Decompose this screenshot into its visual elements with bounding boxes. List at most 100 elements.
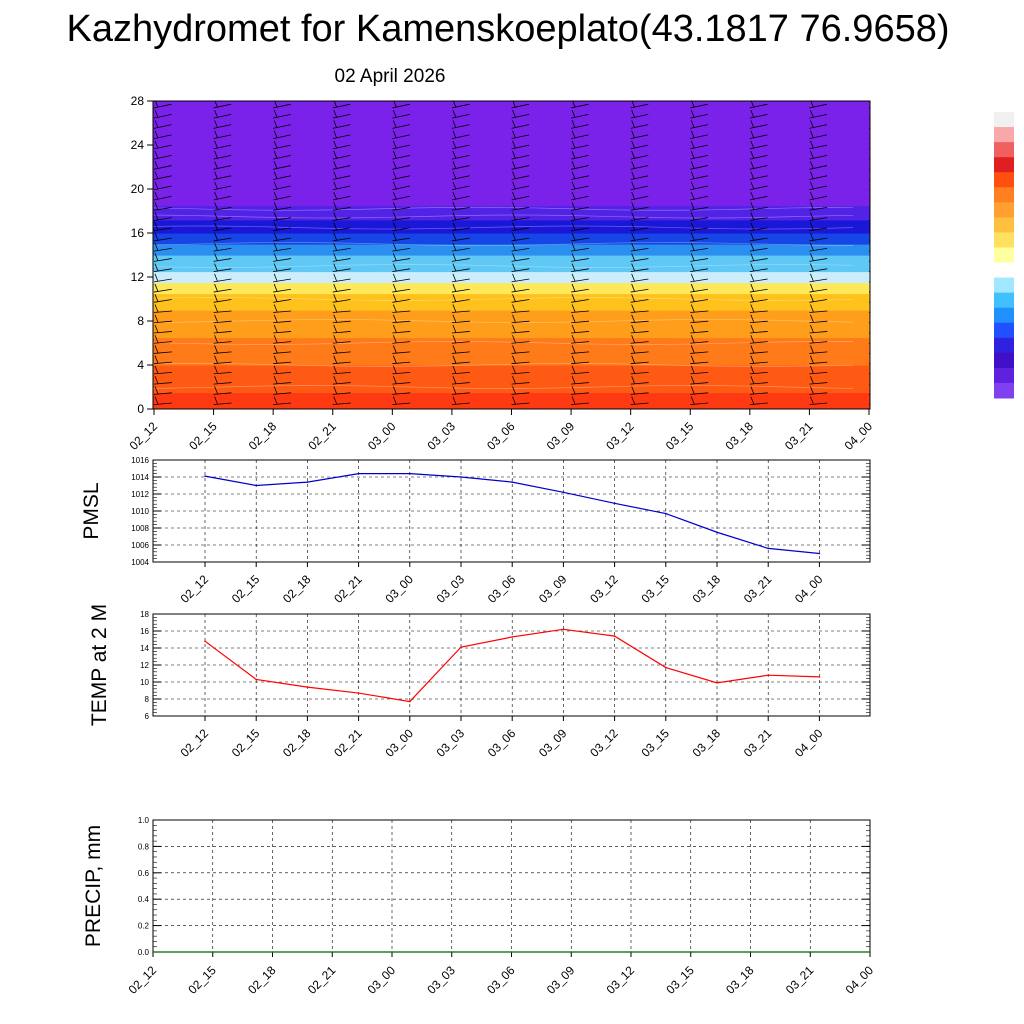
- wind-barb-feather: [273, 110, 278, 118]
- wind-barb: [392, 247, 411, 252]
- wind-barb: [332, 134, 351, 140]
- wind-barb: [273, 402, 292, 405]
- wind-barb: [690, 341, 709, 344]
- wind-barb-feather: [214, 130, 218, 139]
- wind-barb: [332, 361, 351, 365]
- wind-barb-feather: [452, 345, 457, 354]
- wind-barb: [868, 209, 870, 211]
- wind-barb: [809, 237, 828, 242]
- wind-barb: [273, 175, 291, 180]
- wind-barb: [511, 258, 530, 262]
- wind-barb: [392, 351, 411, 354]
- wind-barb-feather: [512, 191, 516, 200]
- wind-barb: [571, 361, 590, 365]
- wind-barb-feather: [452, 335, 457, 343]
- wind-barb-feather: [154, 120, 159, 129]
- wind-barb: [749, 165, 768, 170]
- wind-barb: [511, 310, 530, 313]
- contour-line: [153, 214, 854, 219]
- wind-barb: [213, 247, 232, 252]
- wind-barb: [571, 217, 589, 221]
- wind-barb: [571, 299, 589, 303]
- y-tick-label: 1004: [131, 558, 149, 567]
- x-tick-label: 03_18: [690, 726, 724, 760]
- wind-barb-feather: [690, 191, 695, 200]
- y-tick-label: 1.0: [138, 816, 150, 825]
- wind-barb: [571, 382, 590, 385]
- data-point: [665, 666, 667, 669]
- contour-lines: [153, 206, 854, 389]
- wind-barb-feather: [690, 314, 695, 323]
- wind-barb: [273, 268, 292, 273]
- wind-barb: [213, 299, 232, 303]
- wind-barb-feather: [631, 314, 636, 323]
- wind-barb-feather: [214, 273, 218, 282]
- wind-barb: [213, 154, 232, 160]
- wind-barb-feather: [631, 191, 636, 200]
- x-tick-label: 02_18: [280, 726, 314, 760]
- wind-barb: [868, 219, 870, 221]
- wind-barb-feather: [750, 355, 755, 364]
- wind-barb: [273, 144, 291, 150]
- wind-barb: [511, 331, 530, 334]
- wind-barb: [571, 165, 589, 170]
- wind-barb: [213, 402, 232, 405]
- wind-barb: [571, 185, 589, 191]
- wind-barb: [571, 402, 590, 405]
- wind-barb-feather: [571, 253, 576, 262]
- wind-barb-feather: [571, 375, 576, 384]
- wind-barb: [690, 144, 708, 150]
- wind-barb: [273, 299, 292, 303]
- wind-barb: [451, 392, 470, 395]
- wind-barb-feather: [810, 150, 814, 159]
- wind-barb-feather: [750, 314, 755, 323]
- wind-barb: [273, 124, 291, 129]
- wind-barb-feather: [690, 355, 695, 364]
- data-point: [613, 635, 616, 637]
- wind-barb: [571, 320, 590, 324]
- y-tick-label: 0: [137, 402, 144, 416]
- wind-barb: [630, 402, 649, 405]
- wind-barb-feather: [631, 386, 636, 395]
- wind-barb: [571, 331, 590, 334]
- wind-barb: [153, 288, 172, 293]
- wind-barb-feather: [750, 335, 755, 343]
- wind-barb-feather: [631, 335, 636, 343]
- wind-barb-feather: [273, 365, 278, 374]
- wind-barb-feather: [392, 355, 397, 364]
- data-point: [511, 481, 513, 483]
- wind-barb: [868, 281, 870, 283]
- colorbar-swatch: [994, 337, 1014, 354]
- wind-barb-feather: [631, 345, 636, 354]
- wind-barb-feather: [452, 171, 457, 180]
- wind-barb: [868, 342, 870, 344]
- wind-barb-feather: [810, 212, 814, 221]
- wind-barb-feather: [512, 273, 516, 282]
- wind-barb: [332, 237, 351, 242]
- wind-barb-feather: [392, 304, 397, 313]
- wind-barb: [273, 288, 292, 293]
- wind-barb: [690, 392, 709, 395]
- wind-barb: [690, 237, 709, 242]
- wind-barb: [273, 165, 291, 170]
- wind-barb: [451, 237, 470, 242]
- wind-barb-feather: [571, 355, 576, 364]
- wind-barb-feather: [333, 345, 338, 354]
- x-tick-label: 03_15: [663, 419, 697, 453]
- wind-barb: [273, 331, 292, 334]
- wind-barb: [273, 114, 291, 119]
- x-tick-label: 02_15: [185, 963, 219, 997]
- wind-barb: [571, 392, 590, 395]
- wind-barb: [868, 383, 870, 385]
- wind-barb: [630, 165, 649, 170]
- wind-barb: [511, 268, 530, 273]
- data-point: [809, 951, 812, 953]
- wind-barb: [213, 134, 232, 140]
- wind-barb: [868, 137, 870, 140]
- wind-barb-feather: [452, 232, 457, 241]
- wind-barb-feather: [810, 386, 814, 395]
- colorbar-swatch: [994, 292, 1014, 309]
- wind-barb: [630, 144, 649, 150]
- wind-barb: [868, 199, 870, 201]
- wind-barb: [868, 189, 870, 191]
